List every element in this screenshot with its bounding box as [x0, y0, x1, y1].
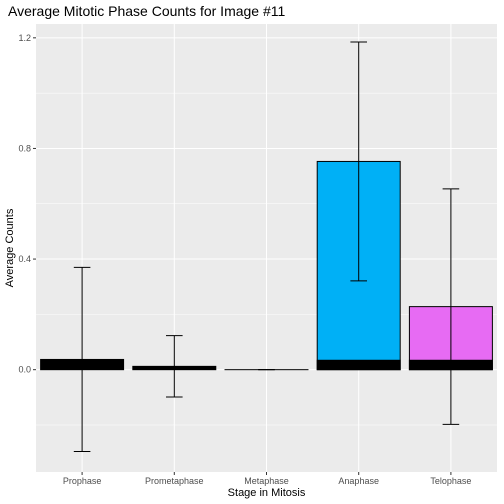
error-bar-prophase [73, 266, 91, 453]
y-tick-label: 1.2 [18, 33, 31, 43]
y-tick-label: 0.0 [18, 365, 31, 375]
y-axis-title: Average Counts [4, 208, 16, 287]
chart-title: Average Mitotic Phase Counts for Image #… [8, 3, 286, 19]
x-axis-ticks: Prophase Prometaphase Metaphase Anaphase Tel… [63, 472, 471, 486]
y-axis-ticks: 0.0 0.4 0.8 1.2 [18, 33, 36, 375]
error-bars [73, 41, 460, 453]
x-tick-label-prophase: Prophase [63, 476, 102, 486]
x-tick-label-metaphase: Metaphase [244, 476, 289, 486]
x-tick-label-prometaphase: Prometaphase [145, 476, 204, 486]
error-bar-prometaphase [166, 335, 183, 398]
bar-segment-anaphase [316, 359, 401, 371]
error-bar-telophase [442, 188, 460, 425]
y-tick-label: 0.4 [18, 254, 31, 264]
y-tick-label: 0.8 [18, 143, 31, 153]
x-tick-label-telophase: Telophase [430, 476, 471, 486]
x-tick-label-anaphase: Anaphase [338, 476, 379, 486]
error-bar-anaphase [350, 41, 367, 282]
x-axis-title: Stage in Mitosis [228, 487, 306, 499]
bars [40, 160, 493, 371]
